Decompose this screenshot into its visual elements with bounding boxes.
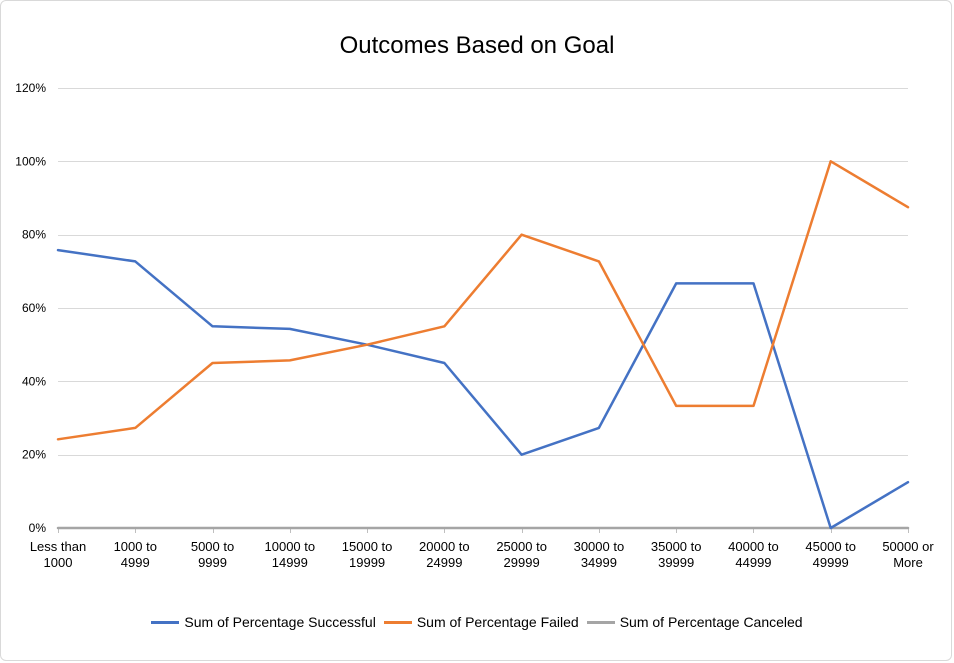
legend-swatch (383, 620, 412, 624)
legend-label: Sum of Percentage Failed (416, 614, 579, 630)
legend-swatch (586, 620, 615, 624)
gridlines (58, 88, 908, 529)
x-tick-label: 45000 to 49999 (805, 539, 856, 570)
legend-item: Sum of Percentage Successful (151, 614, 376, 630)
series-line-2 (56, 160, 910, 441)
series-line-1 (56, 248, 910, 530)
legend-swatch (151, 620, 180, 624)
y-tick-label: 20% (22, 448, 46, 462)
y-tick-label: 80% (22, 228, 46, 242)
x-tick-label: 30000 to 34999 (574, 539, 625, 570)
y-axis-ticks: 0% 20% 40% 60% 80% 100% 120% (15, 81, 46, 535)
x-tick-label: 5000 to 9999 (191, 539, 234, 570)
legend-item: Sum of Percentage Canceled (586, 614, 803, 630)
x-tick-label: 35000 to 39999 (651, 539, 702, 570)
x-tick-label: 1000 to 4999 (114, 539, 157, 570)
legend-item: Sum of Percentage Failed (383, 614, 579, 630)
x-tick-label: 15000 to 19999 (342, 539, 393, 570)
x-tick-label: Less than 1000 (30, 539, 86, 570)
x-tick-label: 20000 to 24999 (419, 539, 470, 570)
x-tick-label: 10000 to 14999 (265, 539, 316, 570)
legend: Sum of Percentage Successful Sum of Perce… (0, 614, 954, 630)
y-tick-label: 120% (15, 81, 46, 95)
series-lines (56, 160, 910, 530)
legend-label: Sum of Percentage Successful (184, 614, 376, 630)
x-axis-ticks: Less than 1000 1000 to 4999 5000 to 9999 10000… (30, 528, 934, 570)
legend-label: Sum of Percentage Canceled (619, 614, 803, 630)
x-tick-label: 25000 to 29999 (496, 539, 547, 570)
y-tick-label: 60% (22, 301, 46, 315)
y-tick-label: 40% (22, 374, 46, 388)
y-tick-label: 100% (15, 154, 46, 168)
y-tick-label: 0% (29, 521, 47, 535)
x-tick-label: 40000 to 44999 (728, 539, 779, 570)
chart-title: Outcomes Based on Goal (339, 32, 615, 59)
x-tick-label: 50000 or More (882, 539, 934, 570)
